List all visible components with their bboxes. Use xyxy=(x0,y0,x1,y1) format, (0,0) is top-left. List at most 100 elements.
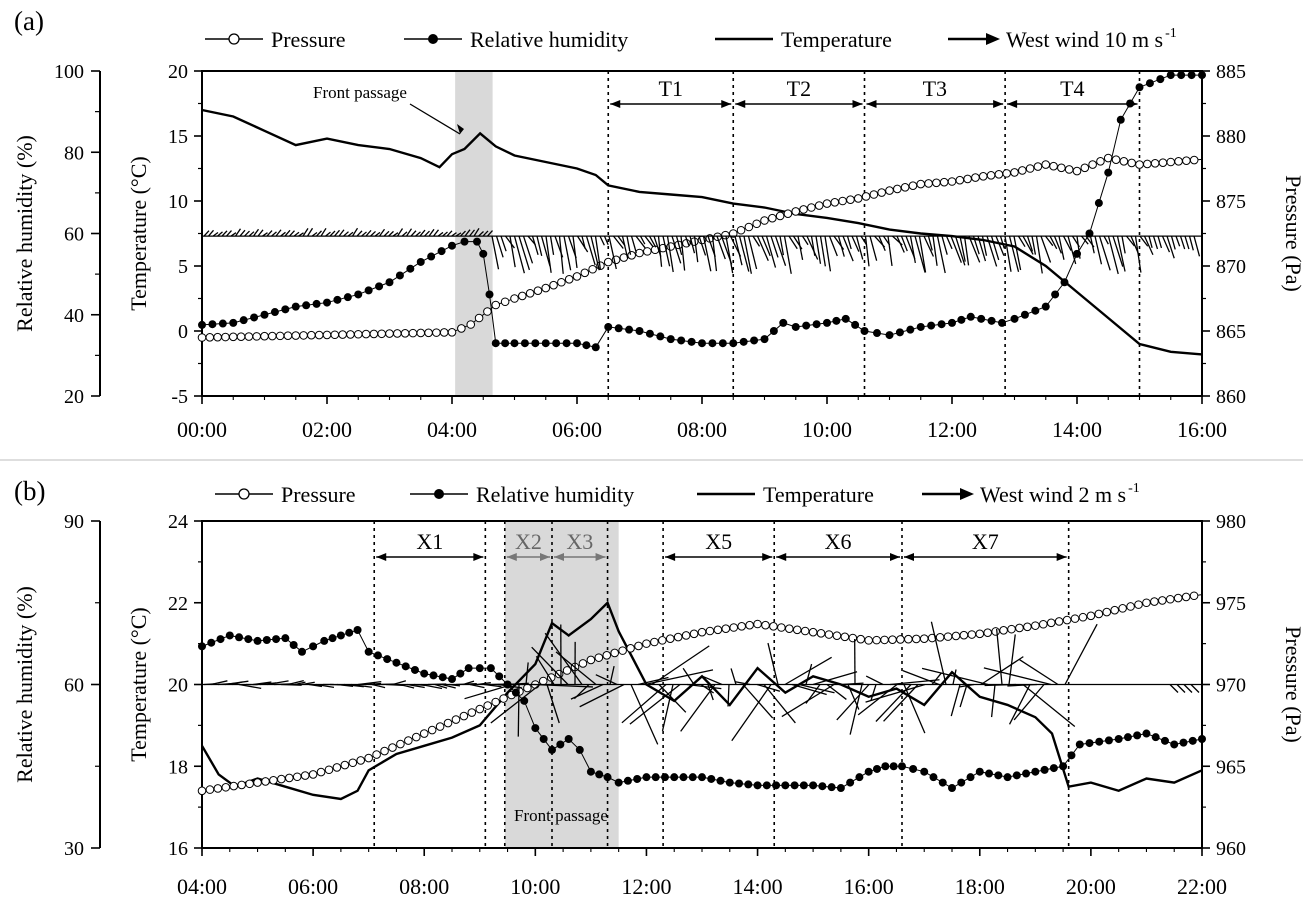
pressure-marker xyxy=(1165,594,1175,604)
rh-marker xyxy=(906,325,915,334)
wind-vector xyxy=(731,684,772,742)
rh-marker xyxy=(375,282,384,291)
period-arrowhead-left xyxy=(506,553,517,561)
rh-axis-label: Relative humidity (%) xyxy=(12,586,37,783)
wind-vector xyxy=(576,235,589,253)
wind-vector xyxy=(630,235,637,254)
temp-tick-label: 24 xyxy=(168,511,188,533)
period-label: X3 xyxy=(566,529,593,554)
wind-vector xyxy=(487,230,493,237)
wind-vector xyxy=(434,683,448,689)
pressure-marker xyxy=(237,780,246,790)
pressure-marker xyxy=(769,622,778,631)
pressure-marker xyxy=(808,627,818,637)
panel-a: (a) -5 0 5 10 15 20 Temperature (°C) 20 40 60 80 100… xyxy=(12,6,1303,442)
pressure-marker xyxy=(1007,624,1016,634)
rh-marker xyxy=(1198,71,1206,80)
pressure-marker xyxy=(432,328,441,337)
pressure-marker xyxy=(1173,593,1183,603)
rh-marker xyxy=(323,298,331,307)
pressure-marker xyxy=(475,704,485,714)
wind-vector xyxy=(1134,236,1142,273)
legend-superscript: -1 xyxy=(1128,481,1140,496)
wind-vector xyxy=(203,230,210,237)
wind-vector xyxy=(383,230,390,237)
rh-marker xyxy=(1188,736,1197,745)
rh-marker xyxy=(289,640,298,649)
legend-item-rh: Relative humidity xyxy=(404,27,628,52)
pressure-marker xyxy=(916,179,926,189)
wind-vector xyxy=(483,683,502,688)
pressure-marker xyxy=(1126,602,1135,611)
wind-vector xyxy=(711,236,718,272)
wind-vector xyxy=(1161,235,1171,253)
wind-vector xyxy=(347,231,354,237)
rh-marker xyxy=(573,339,581,348)
wind-vector xyxy=(522,235,534,264)
pressure-marker xyxy=(538,676,548,686)
pressure-marker xyxy=(753,619,762,629)
rh-marker xyxy=(1104,736,1113,745)
wind-vector xyxy=(1116,235,1126,272)
wind-vector xyxy=(280,683,302,686)
rh-marker xyxy=(698,339,706,348)
wind-vector xyxy=(734,235,743,266)
wind-vector xyxy=(950,235,962,263)
wind-vector xyxy=(738,235,750,272)
pressure-marker xyxy=(314,330,324,340)
period-label: X2 xyxy=(515,529,542,554)
pressure-marker xyxy=(439,328,449,337)
rh-marker xyxy=(966,312,975,321)
rh-marker xyxy=(603,773,612,782)
pressure-marker xyxy=(713,625,723,635)
pressure-marker xyxy=(221,332,230,342)
wind-vector xyxy=(1098,235,1111,271)
pressure-marker xyxy=(635,248,644,258)
pressure-marker xyxy=(658,636,667,645)
wind-vector xyxy=(581,235,586,249)
temp-tick-label: 16 xyxy=(168,838,188,860)
pressure-marker xyxy=(380,746,389,756)
wind-vector xyxy=(401,231,408,237)
rh-marker xyxy=(927,321,936,330)
pressure-marker xyxy=(443,718,453,728)
wind-vector xyxy=(271,231,277,237)
wind-vector xyxy=(545,236,552,273)
rh-marker xyxy=(873,764,881,773)
wind-vector xyxy=(730,668,737,685)
pressure-marker xyxy=(760,216,769,225)
pressure-marker xyxy=(291,331,301,340)
pressure-marker xyxy=(1134,600,1143,609)
wind-vector xyxy=(1067,235,1077,265)
pressure-marker xyxy=(1031,621,1040,630)
wind-vector xyxy=(828,235,838,257)
pressure-marker xyxy=(626,643,635,653)
wind-vector xyxy=(981,235,988,256)
rh-marker xyxy=(260,310,269,319)
pressure-marker xyxy=(491,300,501,310)
rh-marker xyxy=(595,770,604,779)
wind-vector xyxy=(608,235,617,270)
wind-vector xyxy=(662,235,671,267)
pressure-marker xyxy=(853,194,863,203)
pressure-tick-label: 970 xyxy=(1216,675,1246,697)
wind-vector xyxy=(531,646,569,685)
pressure-marker xyxy=(999,626,1008,635)
period-arrowhead-left xyxy=(776,553,787,561)
wind-vector xyxy=(648,235,657,248)
x-tick-label: 04:00 xyxy=(427,417,477,442)
x-tick-label: 12:00 xyxy=(927,417,977,442)
pressure-marker xyxy=(1102,607,1112,617)
pressure-marker xyxy=(546,673,556,682)
rh-marker xyxy=(552,339,561,348)
wind-vector xyxy=(336,683,354,687)
wind-vector xyxy=(1008,684,1031,725)
temp-tick-label: -5 xyxy=(171,386,188,408)
rh-marker xyxy=(364,647,373,656)
wind-vector xyxy=(356,230,363,237)
wind-vector xyxy=(612,235,624,249)
rh-marker xyxy=(410,665,419,674)
rh-marker xyxy=(262,635,271,644)
wind-vector xyxy=(743,235,752,274)
pressure-marker xyxy=(761,620,770,630)
